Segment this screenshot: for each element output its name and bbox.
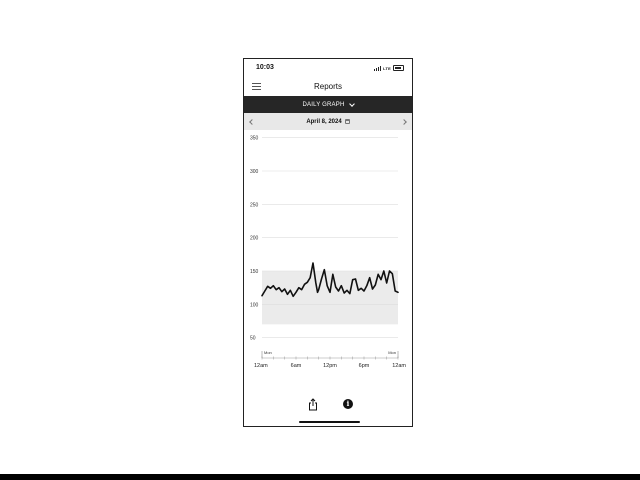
- date-navigator: April 8, 2024: [244, 113, 412, 130]
- daily-graph: 50100150200250300350mg/dL12am6am12pm6pm1…: [244, 131, 412, 391]
- y-tick-label: 350: [250, 136, 259, 142]
- nav-bar: Reports: [244, 77, 412, 97]
- battery-icon: [393, 65, 404, 71]
- day-label: Mon: [388, 350, 396, 355]
- status-bar: 10:03 LTE: [244, 59, 412, 77]
- next-day-button[interactable]: [398, 113, 412, 130]
- share-icon[interactable]: [308, 398, 318, 411]
- phone-screen: 10:03 LTE Reports DAILY GRAPH April 8, 2…: [243, 58, 413, 427]
- home-indicator[interactable]: [299, 421, 360, 423]
- screen-bottom-bar: [0, 474, 640, 480]
- y-tick-label: 150: [250, 269, 259, 275]
- status-time: 10:03: [256, 64, 274, 71]
- chevron-right-icon: [401, 118, 407, 125]
- y-tick-label: 50: [250, 336, 256, 342]
- status-icons: LTE: [374, 65, 404, 71]
- date-label: April 8, 2024: [306, 118, 342, 125]
- chevron-down-icon: [348, 100, 355, 107]
- info-icon[interactable]: i: [343, 399, 353, 409]
- x-tick-label: 6pm: [359, 363, 370, 369]
- y-tick-label: 200: [250, 236, 259, 242]
- y-tick-label: 300: [250, 169, 259, 175]
- view-selector-label: DAILY GRAPH: [302, 101, 345, 108]
- menu-icon[interactable]: [252, 83, 261, 90]
- signal-icon: [374, 65, 382, 71]
- previous-day-button[interactable]: [244, 113, 258, 130]
- page-title: Reports: [313, 82, 342, 91]
- network-label: LTE: [383, 65, 391, 71]
- chevron-left-icon: [249, 118, 255, 125]
- x-tick-label: 12am: [254, 363, 268, 369]
- x-tick-label: 6am: [291, 363, 302, 369]
- x-tick-label: 12pm: [323, 363, 337, 369]
- y-tick-label: 100: [250, 302, 259, 308]
- x-tick-label: 12am: [392, 363, 406, 369]
- bottom-toolbar: i: [244, 395, 412, 415]
- calendar-icon[interactable]: [344, 119, 350, 124]
- y-tick-label: 250: [250, 202, 259, 208]
- view-selector-dropdown[interactable]: DAILY GRAPH: [244, 96, 412, 113]
- day-label: Mon: [264, 350, 272, 355]
- date-display: April 8, 2024: [244, 113, 412, 130]
- target-range-band: [262, 271, 398, 325]
- glucose-line: [261, 262, 399, 298]
- glucose-chart: 50100150200250300350mg/dL12am6am12pm6pm1…: [250, 136, 406, 369]
